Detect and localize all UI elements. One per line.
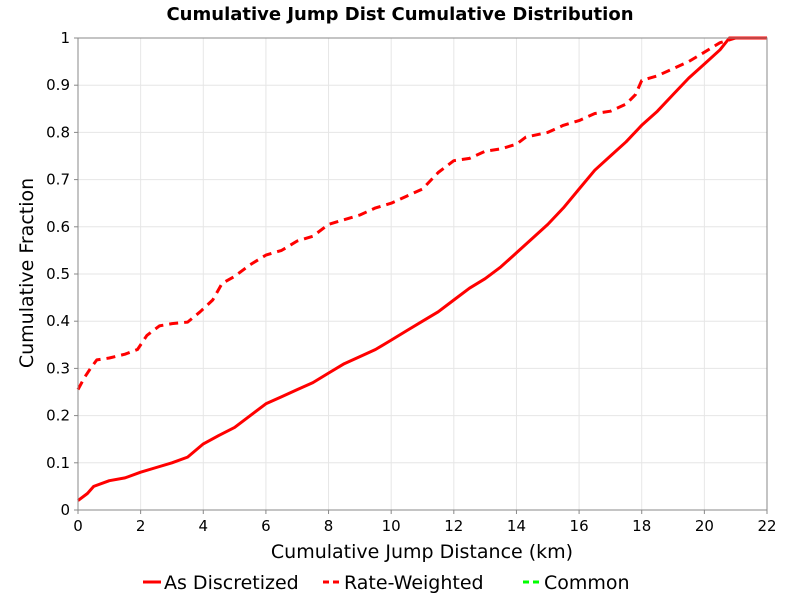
y-tick-label: 0.2 — [46, 407, 70, 425]
y-tick-label: 1 — [60, 29, 70, 47]
plot-area — [76, 36, 767, 502]
y-tick-label: 0.4 — [46, 312, 70, 330]
y-tick-label: 0.6 — [46, 218, 70, 236]
x-tick-label: 20 — [695, 517, 714, 535]
x-tick-label: 2 — [136, 517, 146, 535]
x-tick-label: 12 — [444, 517, 463, 535]
chart-title: Cumulative Jump Dist Cumulative Distribu… — [166, 4, 633, 25]
x-tick-label: 14 — [507, 517, 526, 535]
y-tick-label: 0.7 — [46, 171, 70, 189]
legend-label-as-discretized: As Discretized — [164, 572, 299, 594]
x-axis-label: Cumulative Jump Distance (km) — [271, 541, 573, 563]
grid-lines — [77, 37, 768, 511]
y-tick-label: 0.5 — [46, 265, 70, 283]
legend: As Discretized Rate-Weighted Common — [143, 572, 630, 594]
x-tick-label: 16 — [570, 517, 589, 535]
x-tick-label: 0 — [73, 517, 83, 535]
y-tick-label: 0.3 — [46, 359, 70, 377]
x-tick-label: 8 — [324, 517, 334, 535]
x-tick-label: 18 — [632, 517, 651, 535]
x-tick-label: 22 — [757, 517, 776, 535]
legend-label-common: Common — [544, 572, 630, 594]
x-tick-label: 4 — [198, 517, 208, 535]
legend-label-rate-weighted: Rate-Weighted — [344, 572, 484, 594]
axes: 0 2 4 6 8 10 12 14 16 18 20 22 0 0.1 0.2 0.3 0.4 0.5 0.6 0.… — [46, 29, 776, 535]
series-line-rate-weighted — [76, 36, 767, 391]
y-tick-label: 0.1 — [46, 454, 70, 472]
y-axis-label: Cumulative Fraction — [16, 178, 38, 368]
x-tick-label: 10 — [382, 517, 401, 535]
series-line-as-discretized — [77, 36, 767, 502]
y-tick-label: 0.9 — [46, 76, 70, 94]
y-tick-label: 0.8 — [46, 123, 70, 141]
x-tick-label: 6 — [261, 517, 271, 535]
y-tick-label: 0 — [60, 501, 70, 519]
